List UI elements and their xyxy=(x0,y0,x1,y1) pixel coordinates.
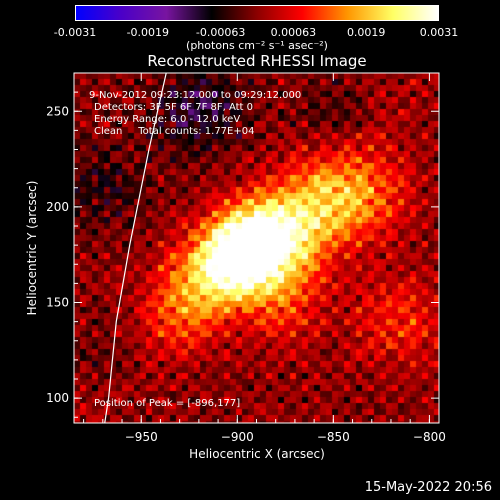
timestamp: 15-May-2022 20:56 xyxy=(364,480,492,495)
colorbar-units: (photons cm⁻² s⁻¹ asec⁻²) xyxy=(186,39,328,52)
colorbar-tick-label: -0.0019 xyxy=(126,26,170,39)
time-range-label: 9-Nov-2012 09:23:12.000 to 09:29:12.000 xyxy=(89,90,302,101)
x-tick-label: −950 xyxy=(125,430,158,444)
peak-position-label: Position of Peak = [-896,177] xyxy=(94,398,241,409)
colorbar-tick-label: 0.00063 xyxy=(270,26,317,39)
colorbar-tick-label: 0.0019 xyxy=(346,26,386,39)
x-tick-label: −850 xyxy=(317,430,350,444)
y-axis-label: Heliocentric Y (arcsec) xyxy=(25,180,39,316)
clean-counts-label: Clean Total counts: 1.77E+04 xyxy=(94,126,255,137)
colorbar-tick-label: 0.0031 xyxy=(419,26,459,39)
x-tick-label: −900 xyxy=(221,430,254,444)
x-tick-label: −800 xyxy=(413,430,446,444)
y-tick-label: 250 xyxy=(46,104,69,118)
y-tick-label: 150 xyxy=(46,296,69,310)
colorbar-tick-label: -0.0031 xyxy=(53,26,97,39)
colorbar-tick-label: -0.00063 xyxy=(195,26,246,39)
colorbar xyxy=(75,5,439,21)
y-tick-label: 100 xyxy=(46,391,69,405)
energy-range-label: Energy Range: 6.0 - 12.0 keV xyxy=(94,114,241,125)
chart-title: Reconstructed RHESSI Image xyxy=(147,52,367,70)
y-tick-label: 200 xyxy=(46,200,69,214)
detectors-label: Detectors: 3F 5F 6F 7F 8F, Att 0 xyxy=(94,102,254,113)
x-axis-label: Heliocentric X (arcsec) xyxy=(189,447,325,461)
